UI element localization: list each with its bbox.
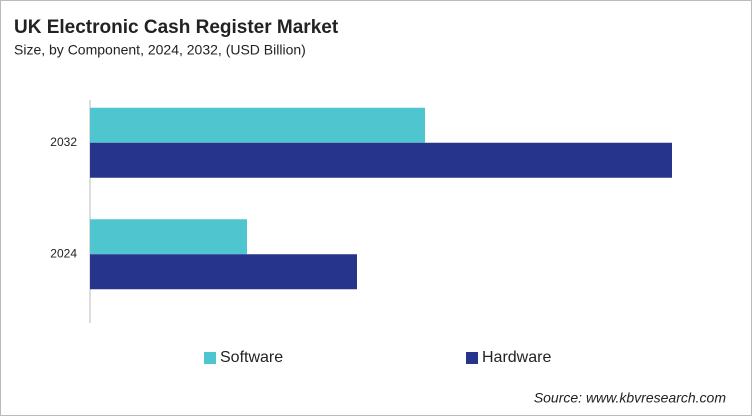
- source: Source: www.kbvresearch.com: [534, 390, 727, 406]
- legend-swatch: [204, 352, 216, 364]
- bar: [90, 254, 357, 290]
- chart-title: UK Electronic Cash Register Market: [14, 17, 339, 38]
- legend-label: Hardware: [482, 349, 551, 366]
- bar: [90, 142, 672, 178]
- legend-swatch: [466, 352, 478, 364]
- legend-label: Software: [220, 349, 283, 366]
- y-tick-label: 2032: [50, 135, 77, 149]
- bar: [90, 107, 425, 143]
- chart-subtitle: Size, by Component, 2024, 2032, (USD Bil…: [14, 42, 306, 58]
- bar: [90, 219, 247, 255]
- y-tick-label: 2024: [50, 246, 77, 260]
